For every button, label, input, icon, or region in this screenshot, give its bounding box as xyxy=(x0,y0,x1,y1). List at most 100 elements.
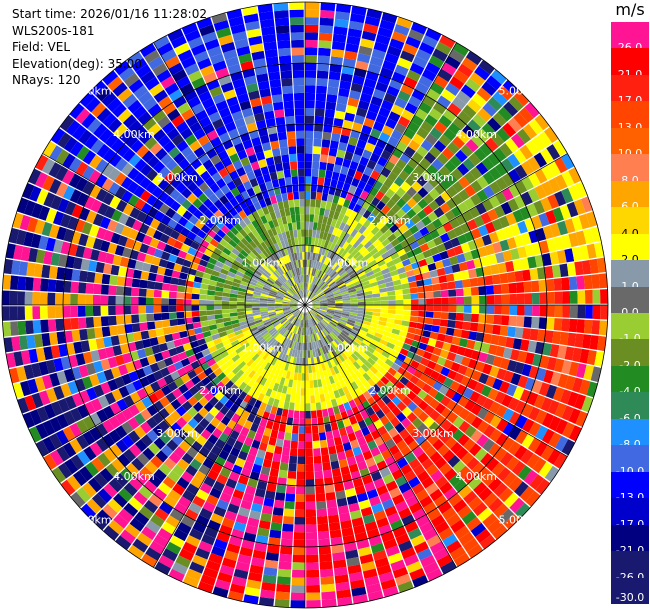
velocity-gate xyxy=(317,523,329,532)
velocity-gate xyxy=(136,211,148,223)
velocity-gate xyxy=(115,425,128,439)
velocity-gate xyxy=(305,24,319,33)
velocity-gate xyxy=(400,277,409,285)
velocity-gate xyxy=(184,292,192,300)
velocity-gate xyxy=(20,380,32,397)
velocity-gate xyxy=(226,371,236,380)
velocity-gate xyxy=(57,462,73,479)
velocity-gate xyxy=(170,247,181,257)
velocity-gate xyxy=(377,156,388,167)
velocity-gate xyxy=(268,220,275,229)
velocity-gate xyxy=(322,274,329,282)
velocity-gate xyxy=(62,442,77,458)
velocity-gate xyxy=(568,276,578,290)
velocity-gate xyxy=(336,256,343,264)
velocity-gate xyxy=(254,269,262,277)
velocity-gate xyxy=(181,56,197,69)
velocity-gate xyxy=(339,80,352,90)
velocity-gate xyxy=(274,109,285,118)
velocity-gate xyxy=(458,338,468,348)
velocity-gate xyxy=(185,535,201,548)
velocity-gate xyxy=(421,68,437,82)
velocity-gate xyxy=(260,95,273,105)
velocity-gate xyxy=(234,274,243,281)
velocity-gate xyxy=(372,267,381,274)
velocity-gate xyxy=(429,451,442,464)
velocity-gate xyxy=(358,225,367,235)
velocity-gate xyxy=(215,125,228,137)
velocity-gate xyxy=(234,457,246,468)
velocity-gate xyxy=(534,168,548,184)
velocity-gate xyxy=(324,484,335,494)
velocity-gate xyxy=(125,462,139,477)
velocity-gate xyxy=(325,344,332,353)
velocity-gate xyxy=(391,31,407,43)
velocity-gate xyxy=(327,305,336,307)
velocity-gate xyxy=(229,350,238,359)
velocity-gate xyxy=(389,78,403,91)
velocity-gate xyxy=(196,17,213,30)
velocity-gate xyxy=(528,119,544,135)
velocity-gate xyxy=(230,374,240,384)
velocity-gate xyxy=(207,314,216,321)
velocity-gate xyxy=(176,417,188,429)
velocity-gate xyxy=(420,139,433,152)
velocity-gate xyxy=(439,462,452,476)
velocity-gate xyxy=(138,288,147,297)
velocity-gate xyxy=(114,245,125,256)
velocity-gate xyxy=(219,492,232,503)
velocity-gate xyxy=(239,320,248,327)
velocity-gate xyxy=(361,561,376,572)
velocity-gate xyxy=(148,56,164,70)
velocity-gate xyxy=(394,319,403,326)
velocity-gate xyxy=(280,265,286,274)
velocity-gate xyxy=(364,267,373,274)
velocity-gate xyxy=(395,475,408,487)
velocity-gate xyxy=(355,267,364,275)
velocity-gate xyxy=(315,493,326,502)
velocity-gate xyxy=(428,55,445,69)
velocity-gate xyxy=(316,332,321,341)
velocity-gate xyxy=(317,531,330,540)
velocity-gate xyxy=(464,367,475,379)
velocity-gate xyxy=(311,425,319,434)
velocity-gate xyxy=(392,433,403,445)
velocity-gate xyxy=(357,298,366,302)
velocity-gate xyxy=(166,236,177,247)
velocity-gate xyxy=(353,251,362,260)
velocity-gate xyxy=(557,345,567,359)
velocity-gate xyxy=(395,299,404,305)
velocity-gate xyxy=(503,226,514,239)
velocity-gate xyxy=(219,132,231,143)
velocity-gate xyxy=(419,157,432,170)
velocity-gate xyxy=(202,272,212,280)
velocity-gate xyxy=(378,571,394,583)
velocity-gate xyxy=(571,216,583,232)
velocity-gate xyxy=(462,210,474,222)
velocity-gate xyxy=(364,521,378,532)
velocity-gate xyxy=(526,203,538,218)
velocity-gate xyxy=(47,279,57,292)
velocity-gate xyxy=(242,329,251,336)
velocity-gate xyxy=(249,277,258,284)
velocity-gate xyxy=(102,433,115,448)
velocity-gate xyxy=(285,370,291,380)
velocity-gate xyxy=(127,430,141,444)
velocity-gate xyxy=(118,385,130,398)
velocity-gate xyxy=(244,586,260,597)
velocity-gate xyxy=(161,49,177,63)
velocity-gate xyxy=(299,350,303,358)
velocity-gate xyxy=(412,508,427,521)
velocity-gate xyxy=(346,336,354,343)
velocity-gate xyxy=(592,289,601,304)
velocity-gate xyxy=(427,433,439,446)
velocity-gate xyxy=(339,318,348,324)
velocity-gate xyxy=(456,90,471,105)
velocity-gate xyxy=(197,338,206,346)
velocity-gate xyxy=(263,370,271,380)
velocity-gate xyxy=(463,296,472,305)
velocity-gate xyxy=(219,405,230,416)
velocity-gate xyxy=(293,92,305,101)
velocity-gate xyxy=(242,216,251,226)
velocity-gate xyxy=(260,295,268,300)
